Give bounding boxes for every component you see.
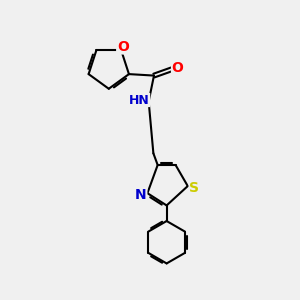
Text: HN: HN — [129, 94, 150, 106]
Text: S: S — [189, 181, 199, 194]
Text: O: O — [117, 40, 129, 54]
Text: O: O — [172, 61, 184, 75]
Text: N: N — [135, 188, 147, 202]
